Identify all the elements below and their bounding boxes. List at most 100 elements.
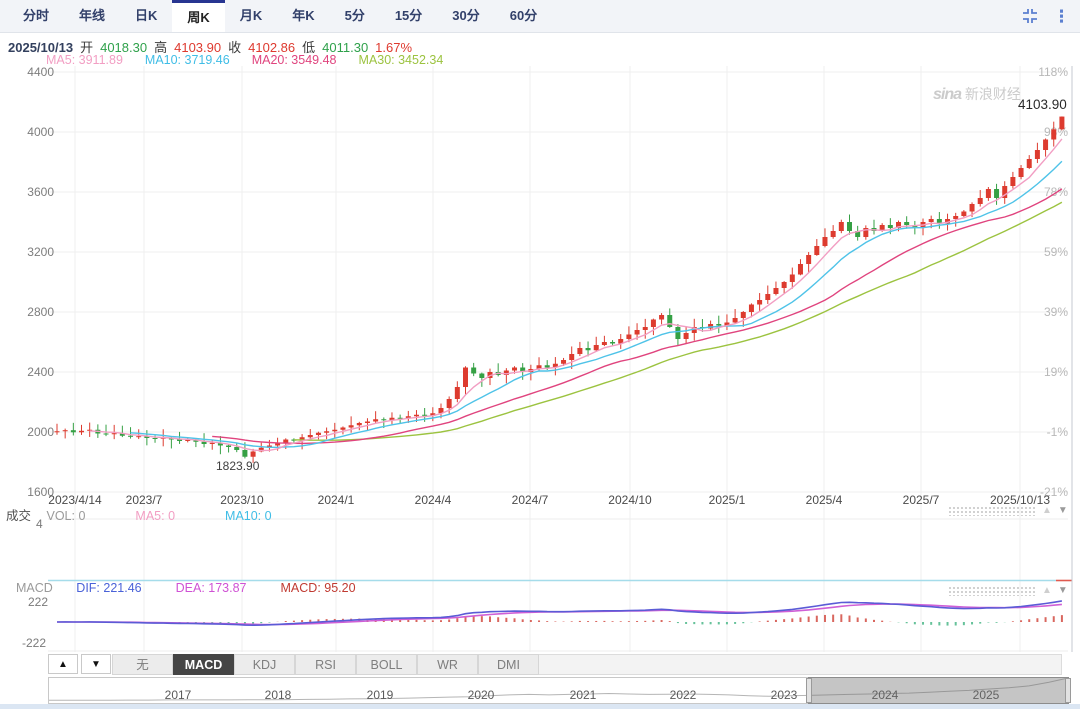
timeline-year: 2020: [467, 688, 495, 702]
pane-collapse-icon[interactable]: ▼: [1057, 505, 1068, 516]
tab-周K[interactable]: 周K: [172, 0, 225, 32]
svg-text:2024/4: 2024/4: [415, 493, 452, 507]
readout-value: MA10: 0: [225, 509, 272, 523]
timeline-year: 2025: [972, 688, 1000, 702]
svg-text:-1%: -1%: [1047, 425, 1069, 439]
readout-value: 4011.30: [322, 40, 369, 55]
range-left-grip[interactable]: [806, 678, 812, 703]
readout-value: 1.67%: [375, 40, 413, 55]
svg-text:4000: 4000: [27, 125, 54, 139]
svg-text:2024/10: 2024/10: [608, 493, 652, 507]
svg-text:2025/10/13: 2025/10/13: [990, 493, 1050, 507]
indicator-tab-WR[interactable]: WR: [417, 654, 478, 675]
volume-readout: 成交 VOL: 0 MA5: 0 MA10: 0: [6, 505, 278, 524]
svg-text:3600: 3600: [27, 185, 54, 199]
svg-text:59%: 59%: [1044, 245, 1068, 259]
drag-dots: [948, 506, 1036, 516]
svg-text:2023/7: 2023/7: [126, 493, 163, 507]
readout-value: 2025/10/13: [8, 40, 74, 55]
svg-text:2400: 2400: [27, 365, 54, 379]
collapse-icon[interactable]: [1021, 8, 1039, 24]
tab-30分[interactable]: 30分: [452, 8, 480, 23]
range-selector[interactable]: 2017 2018 2019 2020 2021 2022 2023 2024 2025: [48, 677, 1071, 704]
svg-text:2023/4/14: 2023/4/14: [48, 493, 102, 507]
scale-up-button[interactable]: ▲: [48, 654, 78, 674]
tab-日K[interactable]: 日K: [135, 8, 158, 23]
indicator-tab-BOLL[interactable]: BOLL: [356, 654, 417, 675]
range-right-grip[interactable]: [1065, 678, 1071, 703]
last-price-label: 4103.90: [1018, 97, 1067, 112]
readout-value: MA10: 3719.46: [144, 53, 230, 67]
ohlc-readout: 2025/10/13 开 4018.30 高 4103.90 收 4102.86 低 4011.…: [8, 37, 419, 56]
sina-logo: sina: [933, 86, 962, 103]
svg-text:-21%: -21%: [1040, 485, 1068, 499]
readout-value: 开: [80, 40, 94, 55]
indicator-tab-MACD[interactable]: MACD: [173, 654, 234, 675]
svg-text:39%: 39%: [1044, 305, 1068, 319]
range-selection[interactable]: [806, 677, 1071, 704]
sina-watermark: sina 新浪财经: [933, 84, 1021, 104]
svg-text:2023/10: 2023/10: [220, 493, 264, 507]
indicator-tab-RSI[interactable]: RSI: [295, 654, 356, 675]
svg-text:1600: 1600: [27, 485, 54, 499]
pane-expand-icon[interactable]: ▲: [1042, 585, 1052, 596]
timeline-year: 2024: [871, 688, 899, 702]
pane-expand-icon[interactable]: ▲: [1042, 505, 1052, 516]
svg-text:2024/1: 2024/1: [318, 493, 355, 507]
timeline-year: 2019: [366, 688, 394, 702]
macd-pane-resize-handle[interactable]: ▲ ▼: [948, 585, 1068, 597]
kline-chart[interactable]: 4400118%400098%360078%320059%280039%2400…: [0, 60, 1080, 660]
scale-down-button[interactable]: ▼: [81, 654, 111, 674]
tab-年K[interactable]: 年K: [292, 8, 315, 23]
macd-axis-max: 222: [28, 595, 49, 609]
more-menu-icon[interactable]: ⋮: [1053, 6, 1070, 26]
drag-dots: [948, 586, 1036, 596]
svg-text:19%: 19%: [1044, 365, 1068, 379]
indicator-tab-KDJ[interactable]: KDJ: [234, 654, 295, 675]
macd-label: MACD: [16, 581, 53, 595]
readout-value: 4103.90: [174, 40, 222, 55]
volume-axis-label: 4: [36, 517, 43, 531]
readout-value: MA20: 3549.48: [251, 53, 337, 67]
svg-text:2025/1: 2025/1: [709, 493, 746, 507]
timeline-year: 2017: [164, 688, 192, 702]
pane-collapse-icon[interactable]: ▼: [1057, 585, 1068, 596]
period-toolbar: 分时 年线 日K 周K 月K 年K 5分 15分 30分 60分 ⋮: [0, 0, 1080, 33]
period-tabs: 分时 年线 日K 周K 月K 年K 5分 15分 30分 60分: [8, 0, 552, 32]
tab-5分[interactable]: 5分: [344, 8, 365, 23]
svg-text:2800: 2800: [27, 305, 54, 319]
tab-月K[interactable]: 月K: [239, 8, 263, 23]
readout-value: MA5: 3911.89: [46, 53, 123, 67]
readout-value: DEA: 173.87: [175, 581, 247, 595]
svg-text:118%: 118%: [1038, 65, 1068, 79]
ma-readout: MA5: 3911.89 MA10: 3719.46 MA20: 3549.48 MA…: [46, 53, 465, 67]
timeline-year: 2023: [770, 688, 798, 702]
tab-15分[interactable]: 15分: [394, 8, 423, 23]
indicator-tab-无[interactable]: 无: [112, 654, 173, 675]
svg-text:2025/4: 2025/4: [806, 493, 843, 507]
tab-60分[interactable]: 60分: [509, 8, 538, 23]
readout-value: MACD: 95.20: [280, 581, 356, 595]
indicator-tab-DMI[interactable]: DMI: [478, 654, 539, 675]
volume-pane-resize-handle[interactable]: ▲ ▼: [948, 505, 1068, 517]
mini-sparkline: [49, 678, 1067, 701]
readout-value: MA30: 3452.34: [358, 53, 444, 67]
readout-value: 高: [154, 40, 168, 55]
readout-value: MA5: 0: [135, 509, 176, 523]
readout-value: VOL: 0: [46, 509, 86, 523]
volume-label: 成交: [6, 509, 32, 523]
readout-value: 4102.86: [248, 40, 296, 55]
svg-text:3200: 3200: [27, 245, 54, 259]
svg-text:2025/7: 2025/7: [903, 493, 940, 507]
low-point-label: 1823.90: [216, 459, 260, 473]
svg-text:4400: 4400: [27, 65, 54, 79]
timeline-year: 2018: [264, 688, 292, 702]
tab-年线[interactable]: 年线: [79, 8, 106, 23]
timeline-year: 2022: [669, 688, 697, 702]
readout-value: 低: [302, 40, 316, 55]
watermark-text: 新浪财经: [964, 86, 1021, 102]
readout-value: 4018.30: [100, 40, 148, 55]
readout-value: 收: [228, 40, 242, 55]
tab-分时[interactable]: 分时: [23, 8, 50, 23]
